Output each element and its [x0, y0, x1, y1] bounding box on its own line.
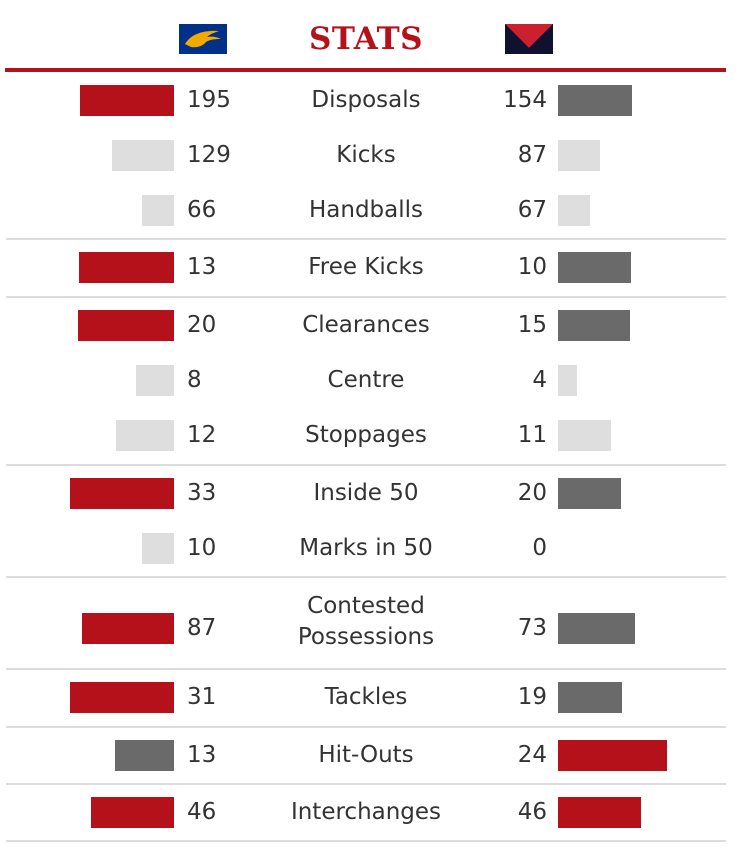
stat-row: 12 11 Stoppages: [0, 420, 740, 451]
away-bar: [558, 85, 632, 116]
away-bar: [558, 740, 667, 771]
stat-label: Clearances: [302, 312, 430, 338]
home-bar: [82, 612, 174, 644]
away-bar: [558, 140, 600, 171]
stat-row: 10 0 Marks in 50: [0, 533, 740, 564]
home-bar: [78, 310, 174, 341]
home-bar: [115, 740, 174, 771]
stat-label: Hit-Outs: [318, 742, 414, 768]
stat-label: Contested Possessions: [266, 591, 466, 653]
home-bar: [80, 85, 174, 116]
away-bar: [558, 365, 577, 396]
section-divider: [6, 840, 726, 842]
section-divider: [6, 726, 726, 728]
header-rule: [5, 68, 726, 72]
section-divider: [6, 576, 726, 578]
home-bar: [136, 365, 174, 396]
page-title: STATS: [308, 21, 424, 57]
stat-row: 20 15 Clearances: [0, 310, 740, 341]
home-value: 66: [187, 197, 217, 223]
home-value: 33: [187, 480, 217, 506]
stat-row: 46 46 Interchanges: [0, 797, 740, 828]
away-bar: [558, 420, 611, 451]
stat-row: 8 4 Centre: [0, 365, 740, 396]
home-bar: [79, 252, 174, 283]
away-bar: [558, 252, 631, 283]
away-value: 24: [517, 742, 547, 768]
stat-label: Tackles: [324, 684, 408, 710]
home-value: 13: [187, 254, 217, 280]
stat-row: 66 67 Handballs: [0, 195, 740, 226]
demon-diamond-logo-icon: [505, 24, 553, 54]
section-divider: [6, 464, 726, 466]
away-bar: [558, 195, 590, 226]
away-value: 10: [517, 254, 547, 280]
home-value: 31: [187, 684, 217, 710]
away-bar: [558, 478, 621, 509]
away-value: 0: [532, 535, 547, 561]
home-value: 8: [187, 367, 202, 393]
home-bar: [70, 478, 174, 509]
stat-label: Interchanges: [290, 799, 442, 825]
away-bar: [558, 797, 641, 828]
away-value: 11: [517, 422, 547, 448]
stat-label: Marks in 50: [299, 535, 433, 561]
home-value: 46: [187, 799, 217, 825]
section-divider: [6, 296, 726, 298]
home-bar: [142, 533, 174, 564]
away-value: 154: [503, 87, 547, 113]
home-bar: [91, 797, 174, 828]
away-bar: [558, 310, 630, 341]
home-bar: [112, 140, 174, 171]
away-value: 20: [517, 480, 547, 506]
stat-row: 87 73 Contested Possessions: [0, 591, 740, 653]
stat-row: 33 20 Inside 50: [0, 478, 740, 509]
home-value: 195: [187, 87, 231, 113]
stat-label: Inside 50: [313, 480, 419, 506]
home-bar: [116, 420, 174, 451]
eagle-logo-icon: [179, 24, 227, 54]
home-bar: [142, 195, 174, 226]
stat-row: 195 154 Disposals: [0, 85, 740, 116]
home-value: 20: [187, 312, 217, 338]
away-bar: [558, 612, 635, 644]
stat-label: Handballs: [308, 197, 424, 223]
stat-row: 13 24 Hit-Outs: [0, 740, 740, 771]
stat-label: Disposals: [311, 87, 421, 113]
section-divider: [6, 238, 726, 240]
home-value: 10: [187, 535, 217, 561]
stat-label: Kicks: [336, 142, 396, 168]
stat-label: Centre: [327, 367, 405, 393]
stat-label: Stoppages: [305, 422, 427, 448]
stats-header: STATS: [0, 0, 740, 70]
home-value: 87: [187, 614, 217, 641]
away-value: 15: [517, 312, 547, 338]
away-value: 19: [517, 684, 547, 710]
section-divider: [6, 668, 726, 670]
stat-label-line: Contested: [307, 593, 425, 619]
stat-label: Free Kicks: [308, 254, 424, 280]
away-value: 87: [517, 142, 547, 168]
stat-row: 129 87 Kicks: [0, 140, 740, 171]
home-bar: [70, 682, 174, 713]
section-divider: [6, 783, 726, 785]
stat-row: 13 10 Free Kicks: [0, 252, 740, 283]
stat-label-line: Possessions: [297, 624, 435, 650]
away-value: 4: [532, 367, 547, 393]
home-value: 129: [187, 142, 231, 168]
home-value: 13: [187, 742, 217, 768]
away-value: 67: [517, 197, 547, 223]
away-bar: [558, 682, 622, 713]
away-value: 73: [517, 614, 547, 641]
stat-row: 31 19 Tackles: [0, 682, 740, 713]
home-value: 12: [187, 422, 217, 448]
away-value: 46: [517, 799, 547, 825]
